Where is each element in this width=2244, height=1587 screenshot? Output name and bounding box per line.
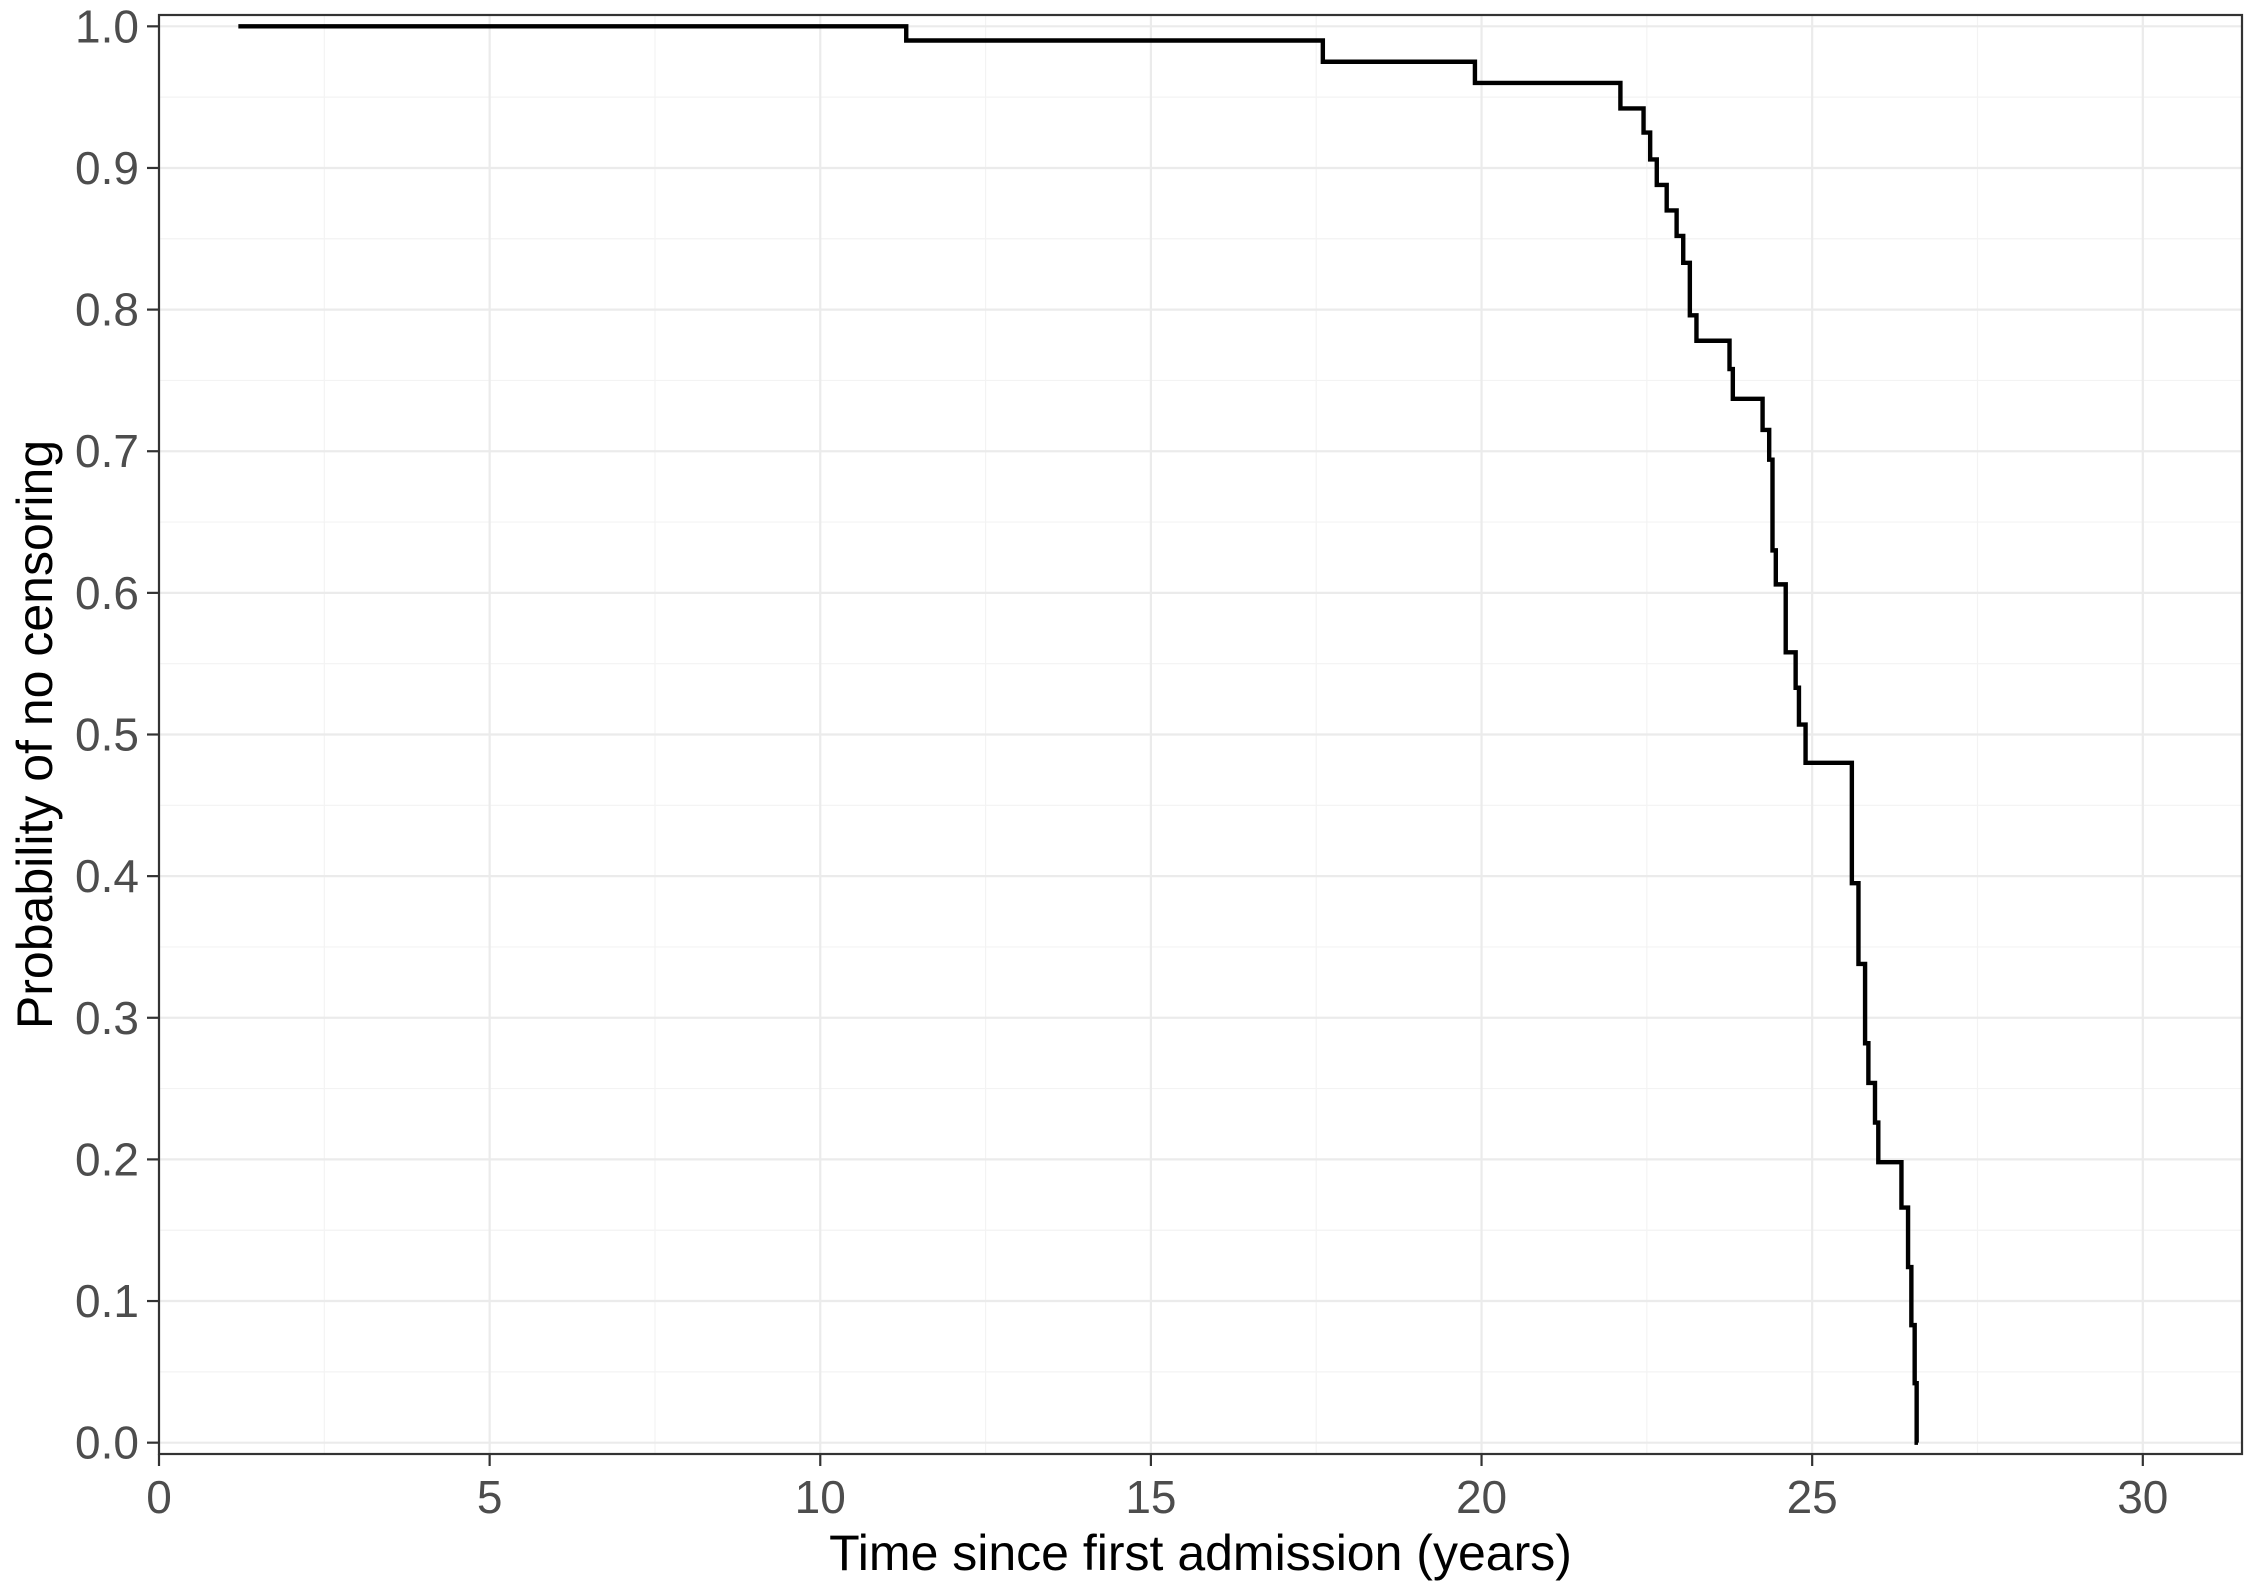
x-tick-label: 15 — [1125, 1471, 1176, 1523]
y-axis: 0.0 0.1 0.2 0.3 0.4 0.5 0.6 0.7 0.8 0.9 1.0 — [75, 0, 159, 1469]
y-tick-label: 1.0 — [75, 0, 139, 52]
x-tick-label: 5 — [477, 1471, 503, 1523]
grid-major-lines — [157, 15, 2242, 1454]
y-tick-label: 0.5 — [75, 709, 139, 761]
x-tick-label: 25 — [1787, 1471, 1838, 1523]
y-tick-label: 0.0 — [75, 1417, 139, 1469]
y-tick-label: 0.9 — [75, 142, 139, 194]
y-tick-label: 0.4 — [75, 850, 139, 902]
survival-curve-line — [238, 24, 1919, 1445]
x-tick-label: 20 — [1456, 1471, 1507, 1523]
y-tick-label: 0.1 — [75, 1275, 139, 1327]
x-tick-label: 30 — [2117, 1471, 2168, 1523]
y-tick-label: 0.7 — [75, 425, 139, 477]
x-axis: 0 5 10 15 20 25 30 — [146, 1454, 2168, 1523]
x-tick-label: 0 — [146, 1471, 172, 1523]
y-tick-label: 0.3 — [75, 992, 139, 1044]
x-axis-title: Time since first admission (years) — [829, 1525, 1572, 1581]
y-axis-title: Probability of no censoring — [7, 440, 63, 1029]
y-tick-label: 0.2 — [75, 1133, 139, 1185]
x-tick-label: 10 — [795, 1471, 846, 1523]
y-tick-label: 0.6 — [75, 567, 139, 619]
y-tick-label: 0.8 — [75, 284, 139, 336]
